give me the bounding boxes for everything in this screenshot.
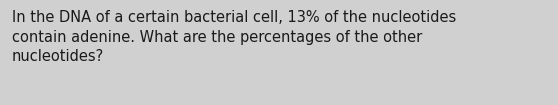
Text: In the DNA of a certain bacterial cell, 13% of the nucleotides
contain adenine. : In the DNA of a certain bacterial cell, … bbox=[12, 10, 456, 64]
